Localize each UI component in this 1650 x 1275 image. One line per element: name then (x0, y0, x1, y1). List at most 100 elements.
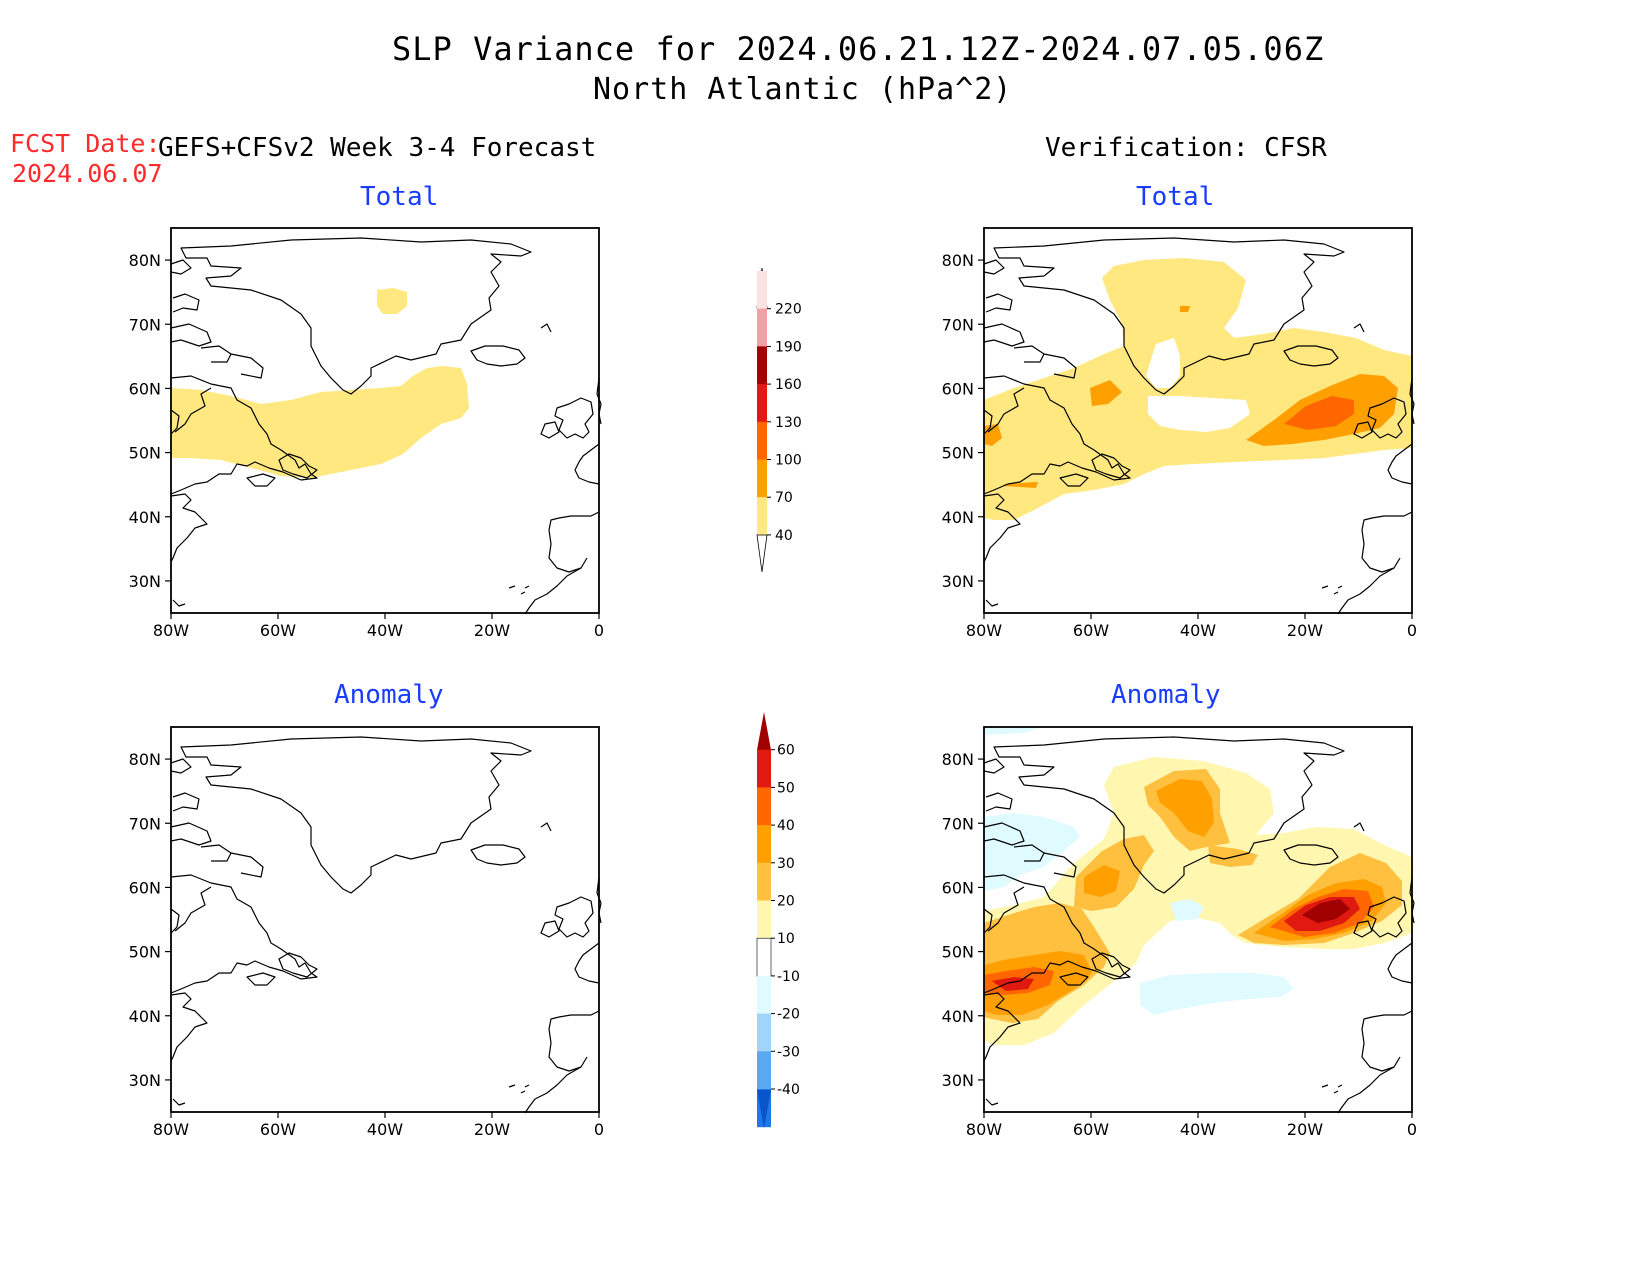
lat-tick-label: 80N (942, 251, 974, 270)
total-colorbar-swatch (757, 497, 767, 536)
forecast-anomaly-frame (170, 726, 600, 1113)
lat-tick-label: 60N (129, 878, 161, 897)
axes-layer: 80N 70N 60N 50N 40N 30N 80W 60W 40W 20W 0 80N 70N 60N… (129, 251, 1417, 1139)
anomaly-colorbar-top-triangle (757, 712, 771, 750)
lon-tick-label: 0 (594, 621, 604, 640)
anomaly-colorbar-label: 60 (777, 743, 795, 759)
verification-anomaly-shading-60 (1302, 899, 1350, 923)
lat-tick-label: 30N (942, 1071, 974, 1090)
total-colorbar-swatch (757, 459, 767, 498)
figure-title: SLP Variance for 2024.06.21.12Z-2024.07.… (392, 30, 1325, 68)
anomaly-colorbar: 60 50 40 30 20 10 -10 -20 -30 -40 (756, 712, 800, 1128)
verification-anomaly-shading-minus-10 (984, 813, 1080, 891)
lat-tick-label: 40N (942, 508, 974, 527)
anomaly-colorbar-label: 20 (777, 894, 795, 910)
anomaly-colorbar-label: -20 (777, 1007, 800, 1023)
lat-tick-label: 70N (942, 315, 974, 334)
panel-label-forecast-total: Total (360, 182, 439, 212)
anomaly-colorbar-label: -40 (777, 1082, 800, 1098)
lat-tick-label: 70N (129, 814, 161, 833)
total-colorbar-bottom-triangle (756, 534, 768, 573)
verification-anomaly-shading-30 (1156, 779, 1214, 837)
verification-total-map (983, 227, 1415, 615)
lat-tick-label: 30N (129, 572, 161, 591)
verification-anomaly-shading-minus-10 (1170, 899, 1204, 921)
anomaly-colorbar-swatch (757, 862, 771, 901)
lat-tick-label: 50N (129, 444, 161, 463)
lon-tick-label: 60W (260, 1120, 296, 1139)
total-colorbar-label: 100 (775, 453, 802, 469)
lon-tick-label: 40W (1180, 1120, 1216, 1139)
anomaly-colorbar-label: 30 (777, 856, 795, 872)
anomaly-colorbar-swatch (757, 1013, 771, 1052)
lon-tick-label: 0 (594, 1120, 604, 1139)
lat-tick-label: 70N (129, 315, 161, 334)
lat-tick-label: 60N (942, 878, 974, 897)
lat-tick-label: 40N (129, 1007, 161, 1026)
anomaly-colorbar-swatch (757, 749, 771, 788)
anomaly-colorbar-swatch (757, 825, 771, 864)
lat-tick-label: 60N (942, 379, 974, 398)
forecast-anomaly-map (170, 726, 602, 1114)
lon-tick-label: 0 (1407, 1120, 1417, 1139)
anomaly-colorbar-swatch (757, 975, 771, 1015)
lon-tick-label: 60W (1073, 621, 1109, 640)
total-colorbar-swatch (757, 421, 767, 460)
lon-tick-label: 20W (1287, 621, 1323, 640)
fcst-date-value: 2024.06.07 (12, 159, 163, 188)
anomaly-colorbar-label: 40 (777, 818, 795, 834)
anomaly-colorbar-label: -30 (777, 1044, 800, 1060)
total-colorbar-label: 70 (775, 490, 793, 506)
total-colorbar: 220 190 160 130 100 70 40 (756, 267, 802, 573)
anomaly-colorbar-bottom-triangle (757, 1090, 771, 1128)
lon-tick-label: 80W (153, 1120, 189, 1139)
verification-anomaly-shading-minus-10 (1140, 973, 1294, 1015)
verification-anomaly-shading-30 (1084, 865, 1120, 897)
lat-tick-label: 30N (129, 1071, 161, 1090)
lat-tick-label: 60N (129, 379, 161, 398)
verification-total-shading-70 (1180, 306, 1190, 312)
verification-column-title: Verification: CFSR (1045, 133, 1327, 163)
lon-tick-label: 80W (153, 621, 189, 640)
lon-tick-label: 40W (367, 1120, 403, 1139)
lat-tick-label: 80N (942, 750, 974, 769)
verification-anomaly-shading-minus-10 (984, 727, 1044, 735)
verification-anomaly-map (983, 726, 1415, 1114)
lat-tick-label: 80N (129, 251, 161, 270)
total-colorbar-swatch (757, 346, 767, 385)
anomaly-colorbar-swatch (757, 1051, 771, 1090)
lon-tick-label: 40W (1180, 621, 1216, 640)
lat-tick-label: 30N (942, 572, 974, 591)
lon-tick-label: 40W (367, 621, 403, 640)
verification-total-shading-below-40 (1146, 338, 1180, 388)
total-colorbar-swatch (757, 271, 767, 310)
lat-tick-label: 70N (942, 814, 974, 833)
lon-tick-label: 0 (1407, 621, 1417, 640)
lon-tick-label: 80W (966, 621, 1002, 640)
lon-tick-label: 20W (1287, 1120, 1323, 1139)
lat-tick-label: 80N (129, 750, 161, 769)
panel-label-forecast-anomaly: Anomaly (334, 680, 444, 710)
verification-total-shading-70 (1090, 380, 1122, 406)
forecast-total-shading-40 (377, 288, 407, 314)
lat-tick-label: 40N (942, 1007, 974, 1026)
verification-total-shading-40 (984, 258, 1412, 520)
total-colorbar-label: 220 (775, 302, 802, 318)
anomaly-colorbar-label: 50 (777, 780, 795, 796)
lat-tick-label: 40N (129, 508, 161, 527)
anomaly-colorbar-label: -10 (777, 969, 800, 985)
lon-tick-label: 80W (966, 1120, 1002, 1139)
forecast-total-shading-40 (171, 366, 469, 478)
total-colorbar-label: 40 (775, 528, 793, 544)
panel-label-verification-anomaly: Anomaly (1111, 680, 1221, 710)
lat-tick-label: 50N (942, 943, 974, 962)
anomaly-colorbar-swatch (757, 900, 771, 939)
anomaly-colorbar-swatch (756, 937, 772, 977)
forecast-column-title: GEFS+CFSv2 Week 3-4 Forecast (158, 133, 597, 163)
verification-total-shading-below-40 (1148, 396, 1250, 432)
figure-subtitle: North Atlantic (hPa^2) (593, 72, 1013, 107)
fcst-date-label: FCST Date: (10, 129, 161, 158)
total-colorbar-swatch (757, 384, 767, 423)
lat-tick-label: 50N (129, 943, 161, 962)
